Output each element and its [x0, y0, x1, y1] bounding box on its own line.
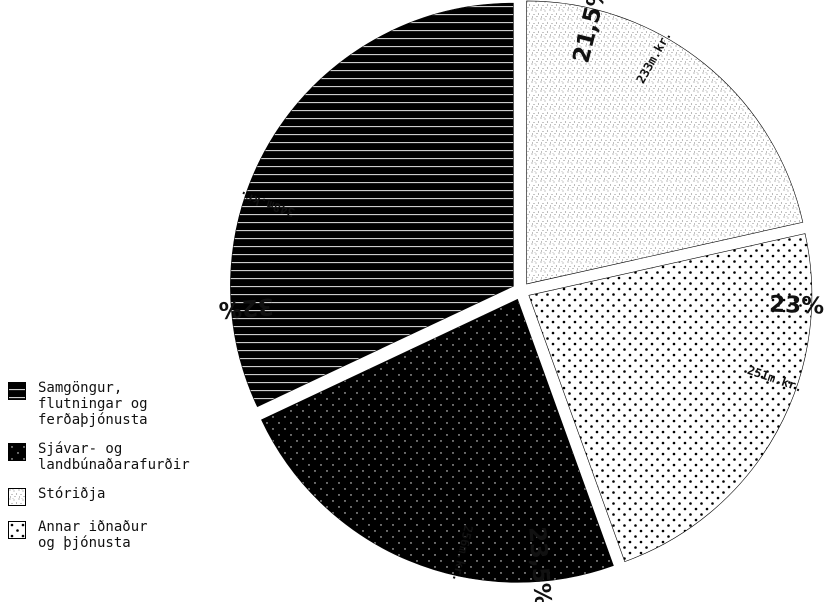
- legend: Samgöngur, flutningar og ferðaþjónusta S…: [8, 380, 228, 564]
- legend-item: Stóriðja: [8, 486, 228, 506]
- legend-item: Annar iðnaður og þjónusta: [8, 519, 228, 551]
- pie-slice: [261, 298, 614, 583]
- legend-label: Annar iðnaður og þjónusta: [38, 519, 148, 551]
- percent-label: 23,5%: [523, 526, 555, 602]
- legend-item: Sjávar- og landbúnaðarafurðir: [8, 441, 228, 473]
- legend-swatch-hlines-icon: [8, 382, 26, 400]
- legend-swatch-grid-icon: [8, 443, 26, 461]
- pie-slice: [526, 0, 804, 285]
- legend-swatch-stipple-icon: [8, 488, 26, 506]
- legend-label: Sjávar- og landbúnaðarafurðir: [38, 441, 190, 473]
- percent-label: 32%: [218, 292, 275, 322]
- legend-label: Stóriðja: [38, 486, 106, 502]
- percent-label: 23%: [769, 292, 825, 320]
- legend-label: Samgöngur, flutningar og ferðaþjónusta: [38, 380, 148, 428]
- pie-slice: [528, 233, 813, 562]
- legend-item: Samgöngur, flutningar og ferðaþjónusta: [8, 380, 228, 428]
- legend-swatch-dots-icon: [8, 521, 26, 539]
- pie-slice: [230, 2, 514, 408]
